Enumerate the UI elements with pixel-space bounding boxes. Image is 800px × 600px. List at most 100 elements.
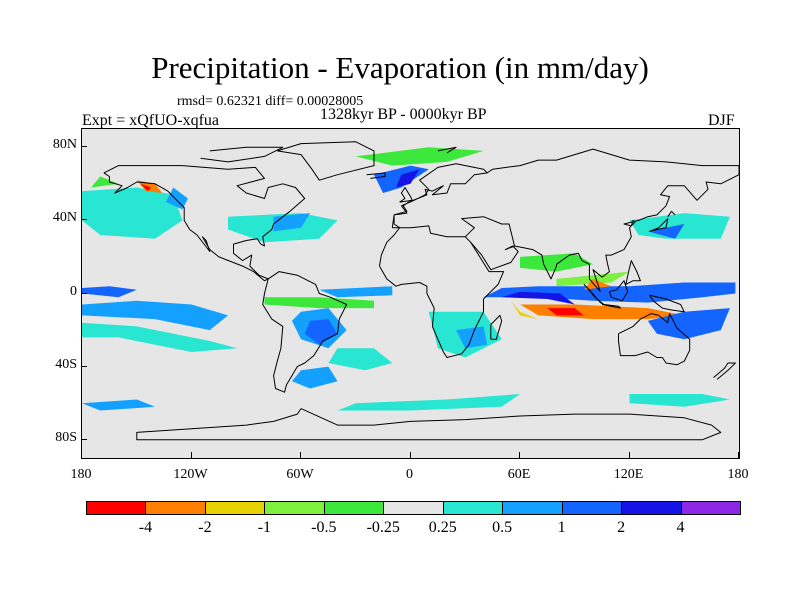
coastline-3 <box>391 163 488 229</box>
time-period-label: 1328kyr BP - 0000kyr BP <box>320 106 487 123</box>
coastline-4 <box>379 225 505 358</box>
colorbar-box-9 <box>621 501 682 515</box>
coastline-15 <box>366 172 386 179</box>
lat-tick-2: 0 <box>70 283 77 299</box>
lat-tick-4: 80S <box>55 429 77 445</box>
colorbar-box-0 <box>86 501 147 515</box>
lon-tick-mark-4 <box>519 452 520 458</box>
coastline-2 <box>277 141 375 181</box>
colorbar-label-8: 2 <box>617 519 626 536</box>
field-region-11 <box>520 304 685 320</box>
colorbar-box-8 <box>561 501 623 515</box>
pe-field-layer <box>82 147 736 411</box>
lon-tick-mark-3 <box>409 452 411 458</box>
colorbar-box-10 <box>680 501 741 515</box>
colorbar-label-3: -0.5 <box>311 519 337 536</box>
field-region-32 <box>520 253 593 272</box>
coastline-13 <box>490 314 503 340</box>
coastline-18 <box>649 294 685 313</box>
coastline-14 <box>399 187 413 203</box>
lat-tick-mark-2 <box>81 292 87 294</box>
lon-tick-2: 60W <box>286 467 314 482</box>
lon-tick-4: 60E <box>507 467 531 482</box>
lon-tick-3: 0 <box>406 467 413 482</box>
lat-tick-mark-0 <box>81 146 87 148</box>
colorbar-box-2 <box>204 501 266 515</box>
colorbar-label-2: -1 <box>257 519 272 536</box>
coastline-12 <box>667 210 676 217</box>
chart-title: Precipitation - Evaporation (in mm/day) <box>151 50 649 85</box>
field-region-19 <box>82 187 183 239</box>
colorbar-box-3 <box>264 501 325 515</box>
field-region-8 <box>291 366 338 389</box>
colorbar-label-7: 1 <box>557 519 566 536</box>
coastline-layer <box>103 141 739 441</box>
colorbar-box-7 <box>502 501 563 515</box>
lon-tick-mark-1 <box>190 452 192 458</box>
field-region-29 <box>355 147 484 166</box>
coastline-5 <box>461 216 519 271</box>
field-region-3 <box>82 300 228 331</box>
lat-tick-3: 40S <box>55 356 77 372</box>
world-map <box>82 141 739 441</box>
field-region-2 <box>82 286 137 298</box>
colorbar-box-1 <box>145 501 206 515</box>
field-region-10 <box>319 286 393 298</box>
lat-tick-mark-4 <box>81 438 87 440</box>
field-region-20 <box>136 180 163 193</box>
coastline-0 <box>103 165 306 282</box>
colorbar-box-5 <box>383 501 444 515</box>
coastline-21 <box>437 146 457 154</box>
colorbar-label-4: -0.25 <box>366 519 400 536</box>
lat-tick-1: 40N <box>52 210 77 226</box>
season-label: DJF <box>708 112 735 129</box>
field-region-1 <box>501 291 575 305</box>
lon-tick-mark-2 <box>300 452 301 458</box>
lat-tick-mark-1 <box>81 219 87 221</box>
field-region-7 <box>328 348 393 371</box>
lon-tick-0: 180 <box>70 467 92 482</box>
field-region-13 <box>510 300 539 320</box>
field-region-4 <box>82 322 238 352</box>
coastline-11 <box>649 218 669 232</box>
field-region-16 <box>647 308 730 340</box>
map-plot-area <box>81 128 740 459</box>
lon-tick-1: 120W <box>173 467 208 482</box>
field-region-12 <box>547 308 584 316</box>
field-region-23 <box>91 176 119 188</box>
coastline-9 <box>602 304 621 309</box>
colorbar-label-5: 0.25 <box>428 519 457 536</box>
field-region-21 <box>140 183 152 192</box>
lat-tick-0: 80N <box>52 137 77 153</box>
field-region-28 <box>395 169 420 188</box>
colorbar-box-6 <box>442 501 504 515</box>
lat-tick-mark-3 <box>81 365 87 367</box>
lon-tick-6: 180 <box>727 467 749 482</box>
experiment-label: Expt = xQfUO-xqfua <box>82 112 219 129</box>
coastline-7 <box>618 313 691 366</box>
coastline-10 <box>608 280 629 302</box>
coastline-1 <box>262 271 348 393</box>
lon-tick-mark-6 <box>738 452 739 458</box>
lon-tick-mark-5 <box>628 452 630 458</box>
coastline-16 <box>713 362 736 380</box>
coastline-6 <box>486 148 739 293</box>
field-region-34 <box>629 394 730 407</box>
colorbar-label-9: 4 <box>676 519 685 536</box>
coastline-20 <box>200 146 284 163</box>
lon-tick-5: 120E <box>613 467 644 482</box>
field-region-22 <box>165 187 188 210</box>
colorbar-label-1: -2 <box>198 519 212 536</box>
field-region-33 <box>337 394 520 411</box>
lon-tick-mark-0 <box>81 452 82 458</box>
field-region-25 <box>273 213 311 232</box>
colorbar-label-0: -4 <box>138 519 153 536</box>
field-region-35 <box>82 399 155 411</box>
field-region-9 <box>264 297 374 309</box>
colorbar-box-4 <box>323 501 385 515</box>
colorbar-label-6: 0.5 <box>492 519 513 536</box>
rmsd-diff-stats: rmsd= 0.62321 diff= 0.00028005 <box>177 94 364 109</box>
colorbar <box>86 501 741 515</box>
field-region-31 <box>647 224 685 239</box>
coastline-19 <box>136 408 722 441</box>
